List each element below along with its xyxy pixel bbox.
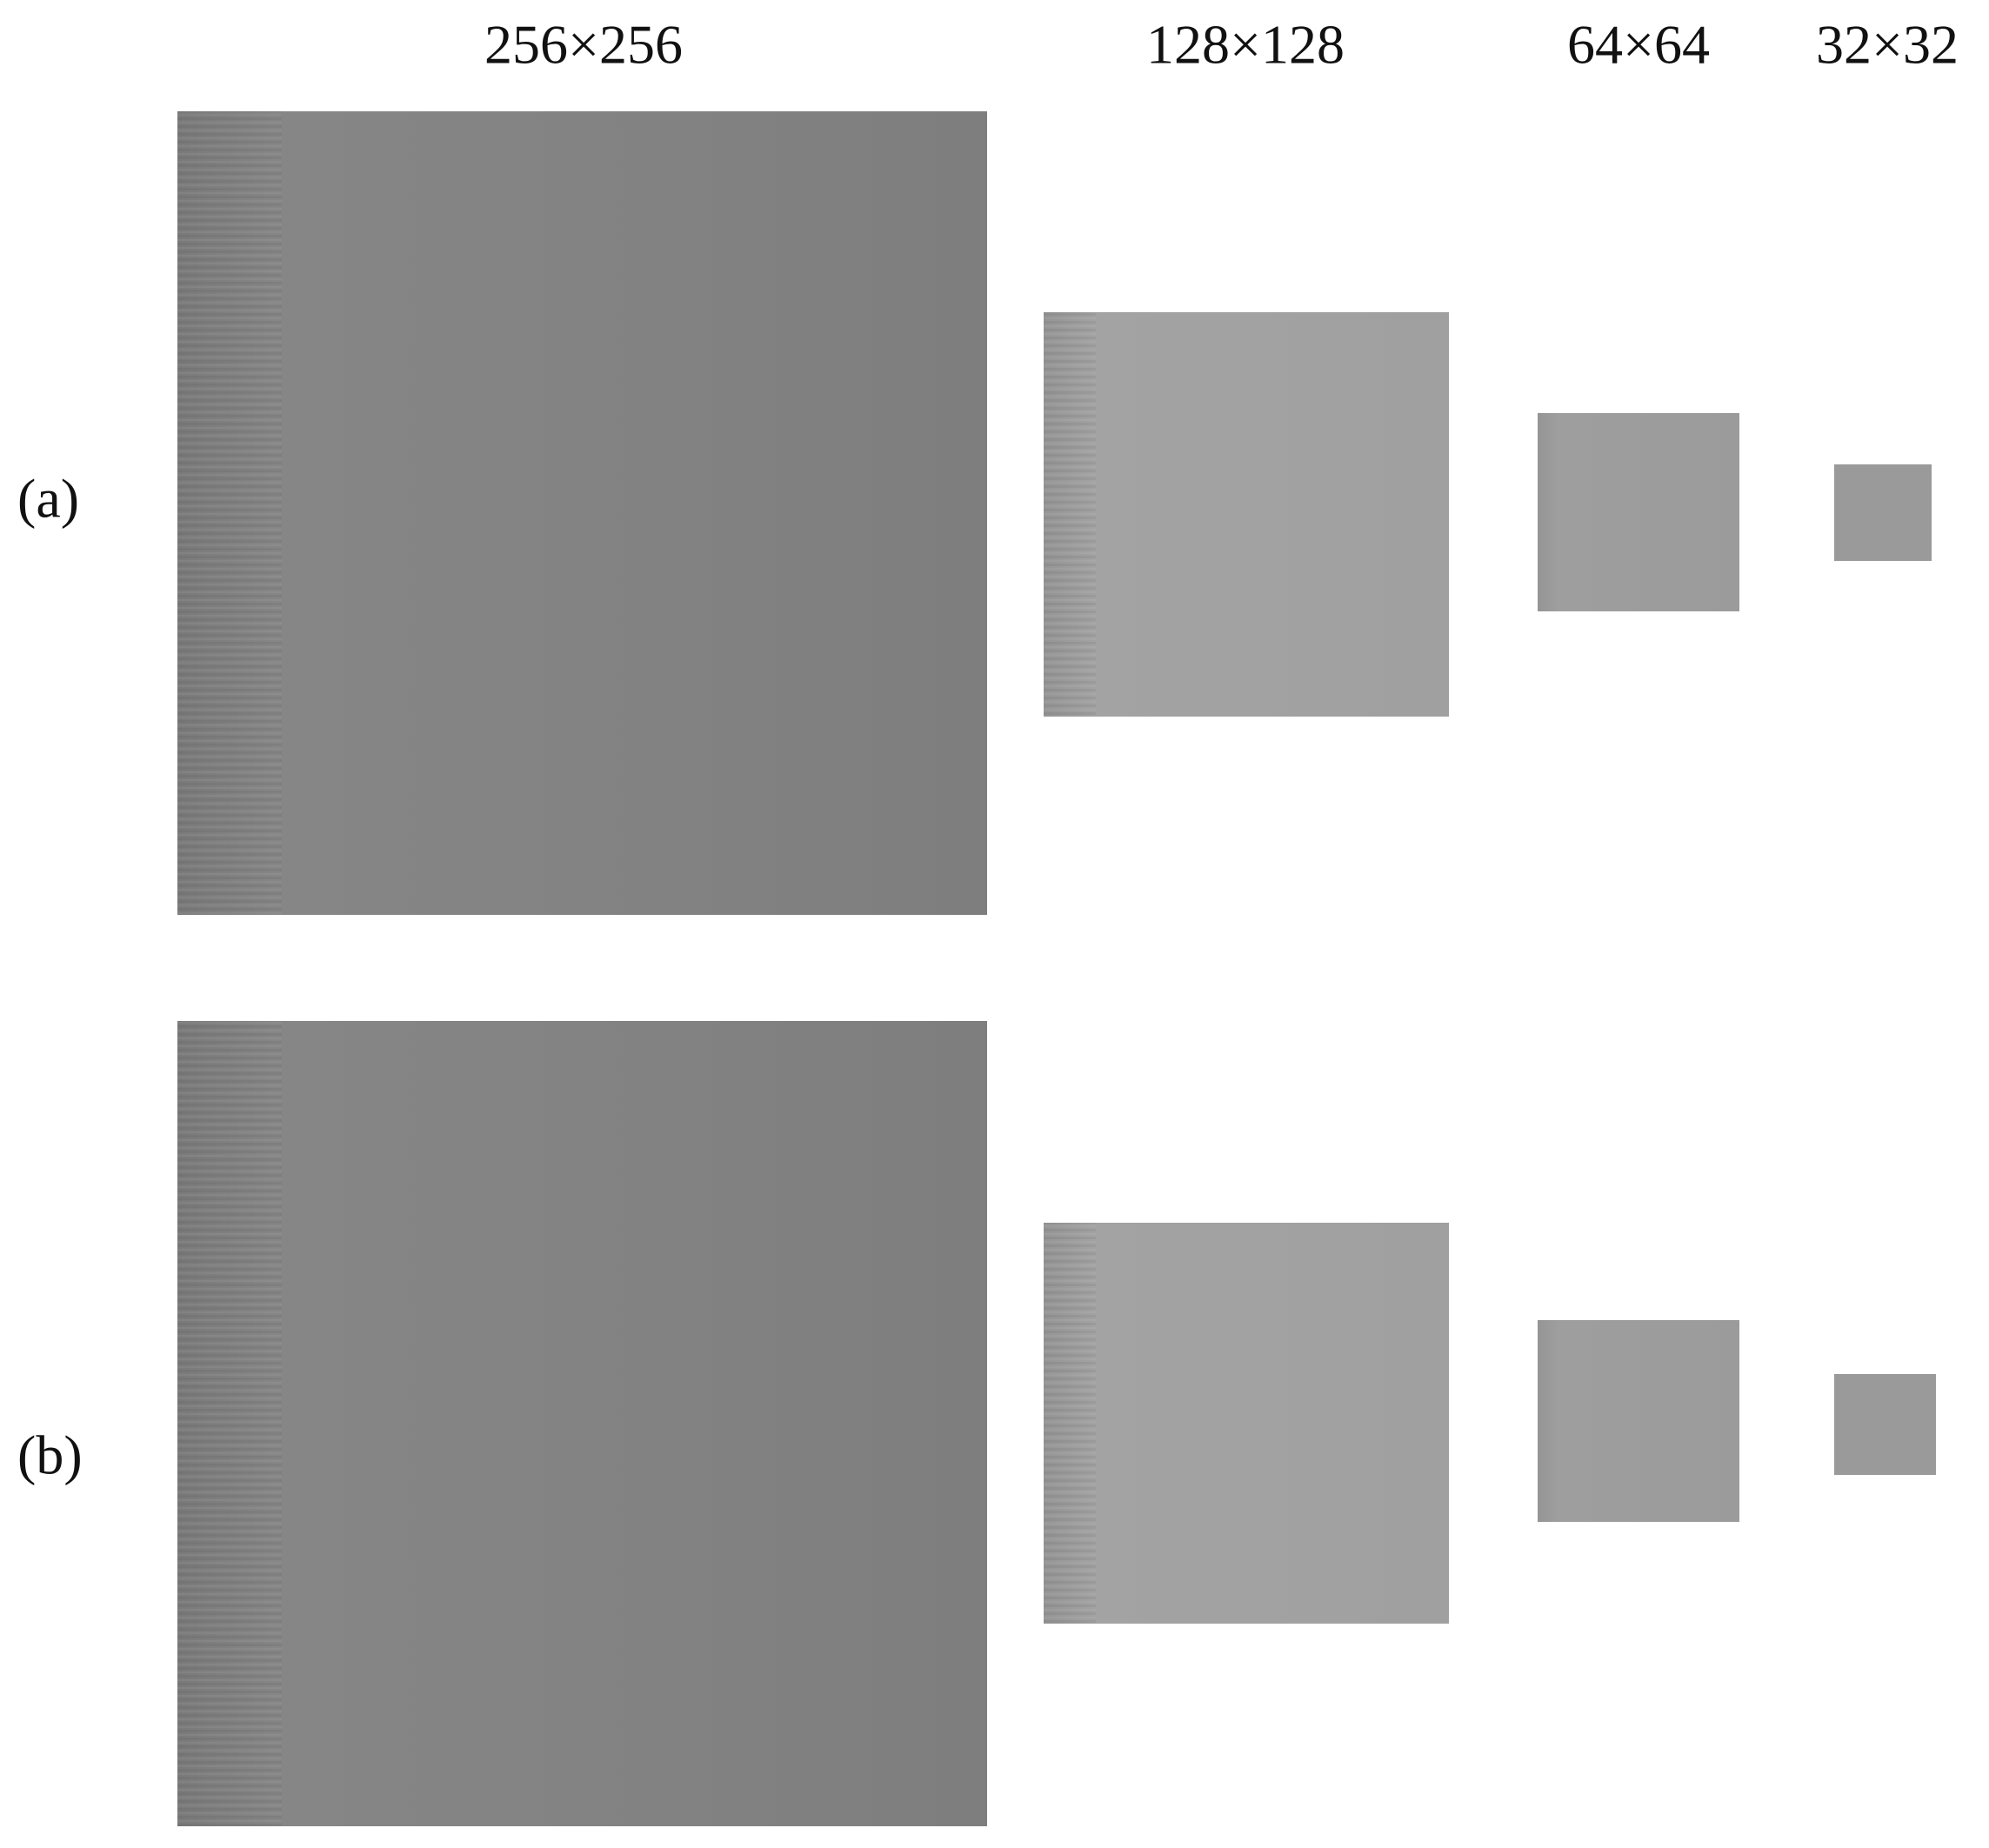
image-64 <box>1538 413 1739 611</box>
column-header: 256×256 <box>484 14 683 76</box>
image-256 <box>177 111 987 915</box>
column-header: 128×128 <box>1146 14 1345 76</box>
image-texture <box>1044 312 1096 717</box>
image-128 <box>1044 1223 1449 1624</box>
column-header: 64×64 <box>1567 14 1710 76</box>
image-32 <box>1834 464 1932 561</box>
image-128 <box>1044 312 1449 717</box>
image-texture <box>177 1021 282 1826</box>
column-header: 32×32 <box>1816 14 1959 76</box>
image-texture <box>177 111 282 915</box>
image-256 <box>177 1021 987 1826</box>
image-64 <box>1538 1320 1739 1522</box>
image-32 <box>1834 1374 1936 1475</box>
row-a-images <box>177 111 1932 915</box>
row-b-images <box>177 1021 1936 1826</box>
row-label: (a) <box>17 468 79 530</box>
image-texture <box>1044 1223 1096 1624</box>
row-label: (b) <box>17 1424 83 1486</box>
